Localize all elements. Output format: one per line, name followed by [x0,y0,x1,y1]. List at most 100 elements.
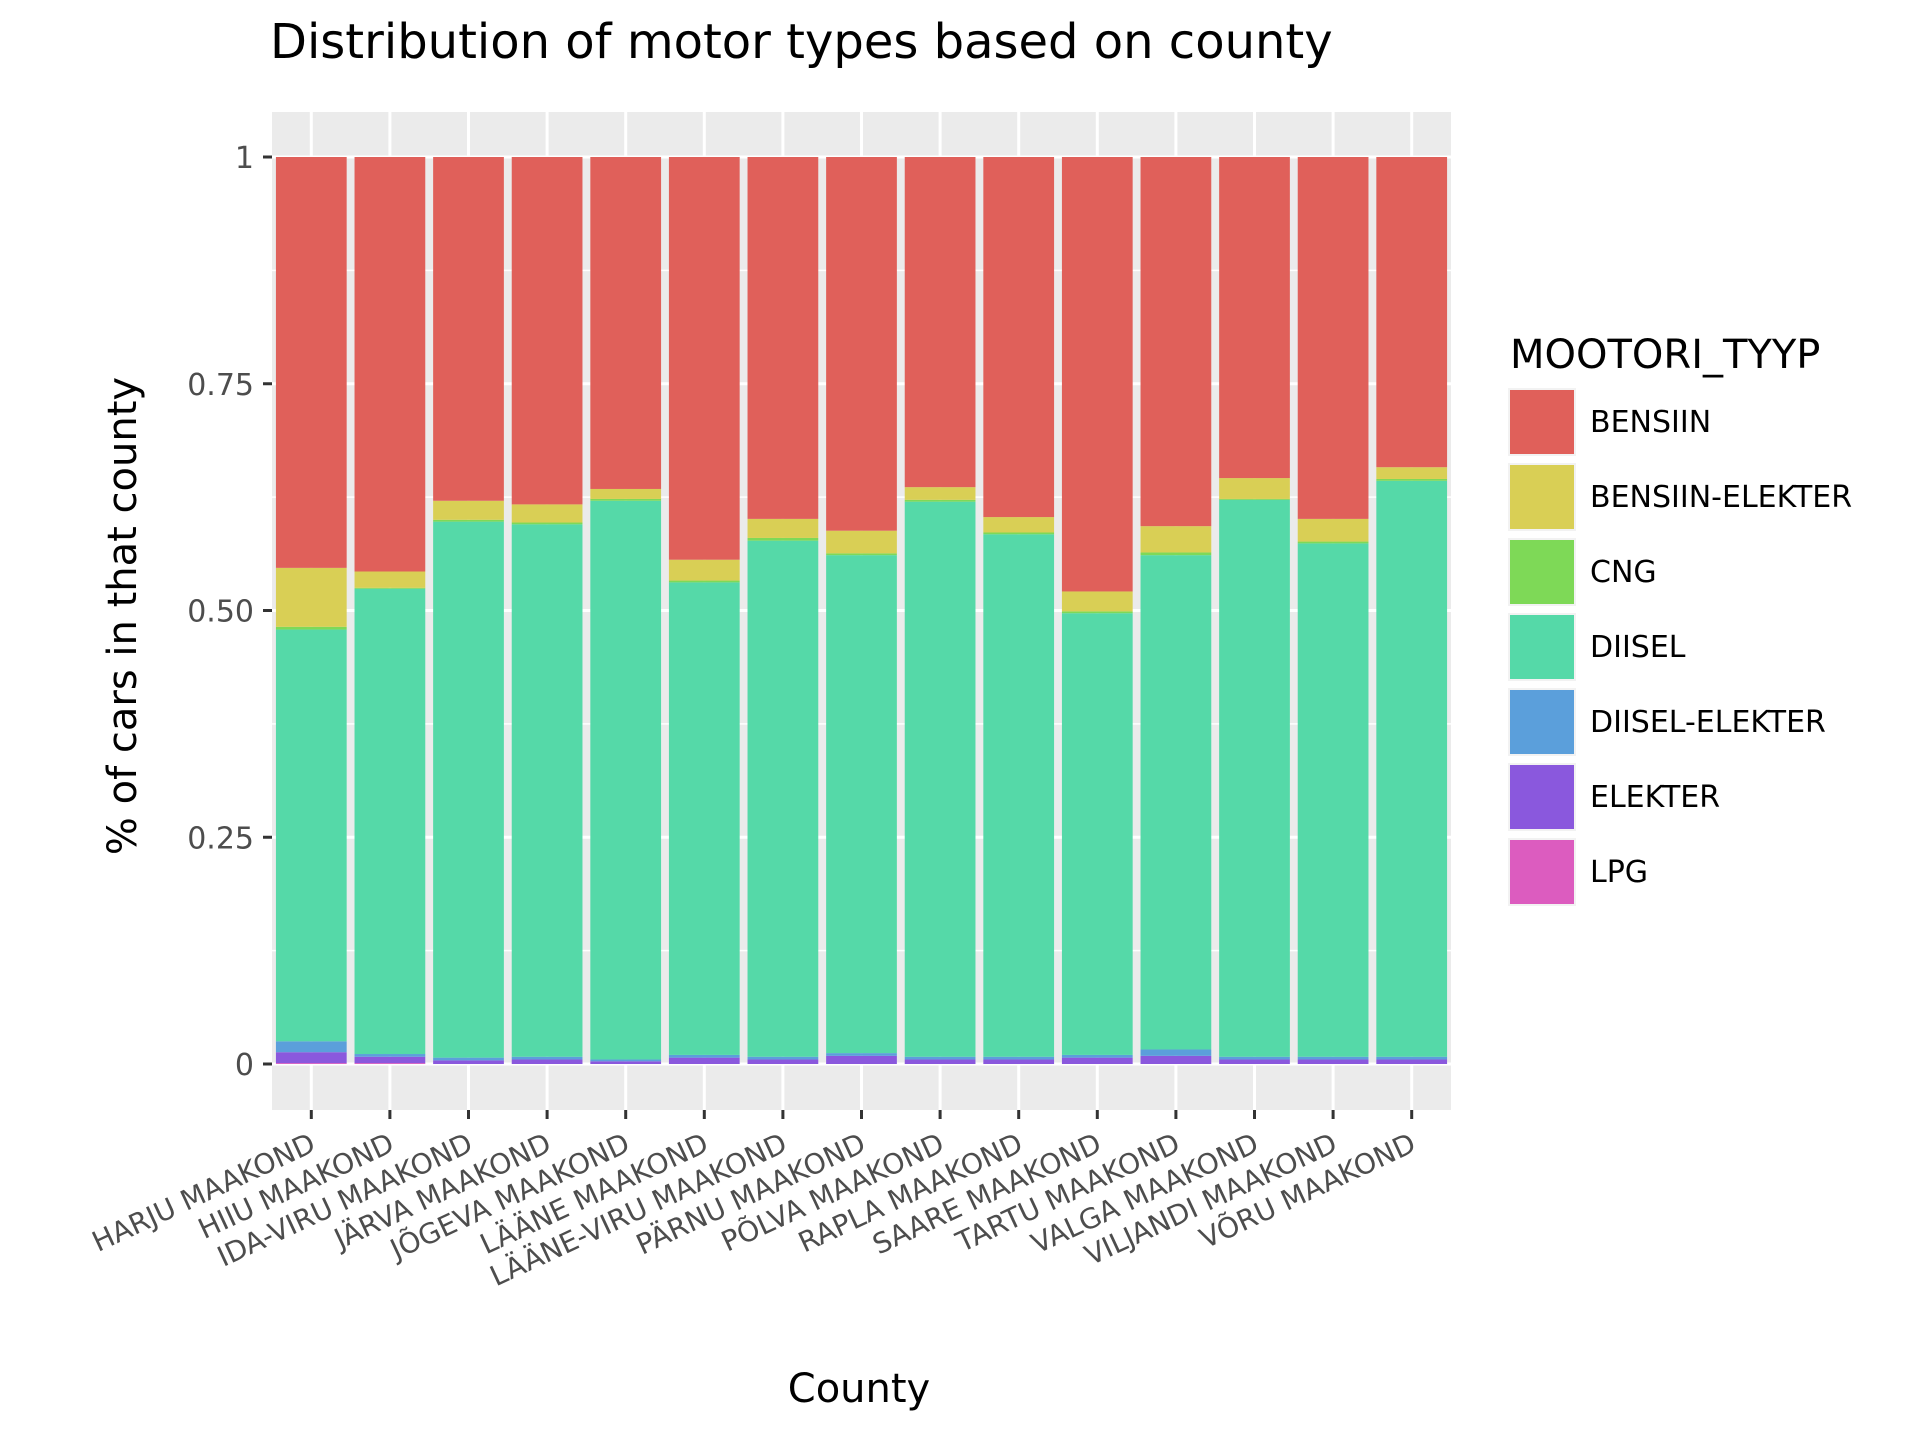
bar-segment [433,1060,504,1064]
bar-segment [983,157,1055,518]
bar-segment [354,571,426,588]
legend-swatch [1510,765,1574,829]
legend-label: CNG [1590,555,1657,590]
bar-segment [354,1063,426,1064]
bar-stack [747,157,819,1064]
bar-segment [826,157,897,531]
bar-segment [590,498,662,501]
bar-segment [590,500,662,1060]
legend-label: LPG [1590,855,1648,890]
bar-segment [433,157,504,501]
bar-segment [1376,467,1448,479]
bar-segment [904,1056,976,1060]
legend-swatch [1510,390,1574,454]
legend-item: DIISEL [1508,613,1686,681]
bar-segment [1061,613,1133,1055]
bar-stack [668,157,740,1064]
bar-segment [1297,1059,1369,1064]
bar-stack [904,157,976,1064]
legend-item: BENSIIN [1508,388,1711,456]
bar-segment [1219,1056,1290,1060]
bar-segment [275,1052,347,1064]
bar-segment [668,1054,740,1058]
bar-stack [1140,157,1212,1064]
bar-segment [904,501,976,1057]
legend-item: CNG [1508,538,1657,606]
chart-title: Distribution of motor types based on cou… [270,14,1333,70]
bar-segment [668,157,740,560]
bar-stack [983,157,1055,1064]
bar-segment [275,1041,347,1053]
bar-segment [1140,526,1212,553]
bar-segment [826,530,897,554]
bar-segment [511,157,583,505]
bar-segment [1376,1059,1448,1064]
bar-segment [433,500,504,520]
bar-stack [275,157,347,1064]
bar-segment [1376,480,1448,1057]
legend-item: DIISEL-ELEKTER [1508,688,1826,756]
legend-swatch [1510,615,1574,679]
legend: MOOTORI_TYYP BENSIIN BENSIIN-ELEKTER CNG DI… [1508,332,1852,906]
bar-segment [904,157,976,488]
bar-segment [433,521,504,1058]
y-tick-label: 0.50 [187,595,254,630]
bar-segment [747,537,819,541]
bar-stack [433,157,504,1064]
bar-segment [590,488,662,499]
bar-segment [511,524,583,1057]
bar-segment [983,532,1055,535]
bar-segment [826,553,897,556]
bar-segment [1061,1054,1133,1058]
bar-segment [904,1059,976,1064]
bar-segment [1297,157,1369,519]
bar-segment [1061,591,1133,612]
bar-segment [275,1063,347,1064]
bar-segment [433,1057,504,1061]
legend-swatch [1510,540,1574,604]
legend-label: BENSIIN [1590,405,1711,440]
bar-stack [1376,157,1448,1064]
legend-item: ELEKTER [1508,763,1720,831]
bar-segment [1297,1056,1369,1060]
legend-label: ELEKTER [1590,780,1720,815]
bar-segment [1219,498,1290,500]
bar-segment [354,588,426,1055]
legend-label: DIISEL [1590,630,1686,665]
bar-stack [1219,157,1290,1064]
bar-segment [1376,478,1448,481]
x-axis-label: County [788,1366,930,1412]
y-tick-label: 0.75 [187,368,254,403]
legend-title: MOOTORI_TYYP [1510,332,1820,378]
bar-segment [826,1055,897,1064]
bar-stack [1297,157,1369,1064]
y-tick-label: 0.25 [187,821,254,856]
bar-segment [354,1056,426,1064]
bar-segment [1219,478,1290,499]
bar-stack [354,157,426,1064]
bar-segment [511,1059,583,1064]
bar-segment [668,1057,740,1064]
bar-segment [433,519,504,522]
bar-segment [354,1054,426,1057]
legend-item: LPG [1508,838,1648,906]
bar-segment [747,1059,819,1064]
bar-segment [983,517,1055,533]
bar-segment [590,1061,662,1064]
bar-segment [1140,552,1212,556]
bar-segment [275,629,347,1042]
bar-segment [1376,157,1448,468]
bar-stack [1061,157,1133,1064]
bar-segment [1376,1056,1448,1060]
y-tick-label: 1 [235,141,254,176]
bar-segment [983,534,1055,1057]
bar-segment [511,1056,583,1060]
bar-segment [983,1059,1055,1064]
bar-segment [668,559,740,581]
bar-segment [826,555,897,1054]
bar-segment [983,1056,1055,1060]
bar-segment [354,587,426,589]
